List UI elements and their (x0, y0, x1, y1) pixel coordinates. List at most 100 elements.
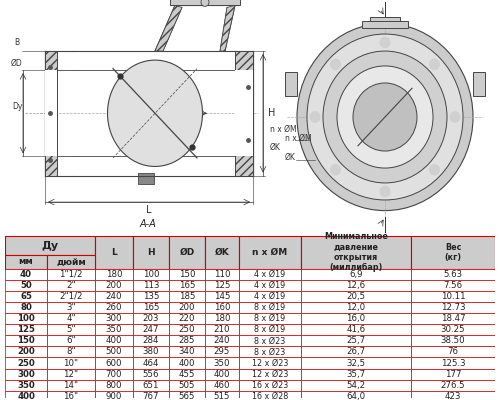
Text: 2"1/2: 2"1/2 (60, 292, 83, 301)
Bar (133, 380, 169, 391)
Text: 20,5: 20,5 (346, 292, 366, 301)
Text: 400: 400 (17, 392, 35, 400)
Text: 32,5: 32,5 (346, 358, 366, 368)
Bar (235, 51, 253, 176)
Text: 8 x Ø19: 8 x Ø19 (254, 314, 286, 323)
Bar (133, 280, 169, 291)
Text: 12.73: 12.73 (440, 303, 466, 312)
Bar (205, 391, 239, 400)
Bar (95, 269, 133, 280)
Text: 165: 165 (179, 281, 195, 290)
Text: 6": 6" (66, 336, 76, 345)
Text: 165: 165 (143, 303, 159, 312)
Bar (239, 346, 301, 358)
Text: 26,7: 26,7 (346, 348, 366, 356)
Text: 900: 900 (106, 392, 122, 400)
Text: 5.63: 5.63 (444, 270, 462, 279)
Bar (205, 291, 239, 302)
Text: 125: 125 (214, 281, 230, 290)
Bar (301, 335, 411, 346)
Text: 40: 40 (20, 270, 32, 279)
Bar (5, 335, 47, 346)
Circle shape (353, 83, 417, 151)
Bar (205, 302, 239, 313)
Circle shape (310, 112, 320, 122)
Bar (133, 269, 169, 280)
Bar (169, 380, 205, 391)
Bar (47, 368, 95, 380)
Bar (411, 324, 495, 335)
Bar (370, 17, 400, 24)
Bar (47, 380, 95, 391)
Bar (301, 391, 411, 400)
Bar (411, 346, 495, 358)
Text: 464: 464 (143, 358, 159, 368)
Text: 600: 600 (106, 358, 122, 368)
Bar (169, 280, 205, 291)
Bar (133, 313, 169, 324)
Text: 455: 455 (179, 370, 195, 379)
Bar (301, 358, 411, 368)
Text: 65: 65 (20, 292, 32, 301)
Bar (169, 391, 205, 400)
Bar (205, 324, 239, 335)
Bar (95, 368, 133, 380)
Text: 150: 150 (179, 270, 195, 279)
Bar (239, 358, 301, 368)
Text: 400: 400 (106, 336, 122, 345)
Text: 35,7: 35,7 (346, 370, 366, 379)
Bar (411, 380, 495, 391)
Bar (95, 291, 133, 302)
Circle shape (323, 51, 447, 183)
Bar (239, 324, 301, 335)
Bar (170, 0, 240, 5)
Bar (47, 302, 95, 313)
Text: 30.25: 30.25 (440, 325, 466, 334)
Bar (205, 280, 239, 291)
Bar (95, 302, 133, 313)
Bar (411, 236, 495, 269)
Text: 350: 350 (214, 358, 230, 368)
Bar (169, 313, 205, 324)
Bar (5, 324, 47, 335)
Text: 340: 340 (179, 348, 195, 356)
Text: 260: 260 (106, 303, 122, 312)
Circle shape (330, 59, 340, 70)
Text: 180: 180 (106, 270, 122, 279)
Circle shape (430, 59, 440, 70)
Text: 5": 5" (66, 325, 76, 334)
Text: 200: 200 (179, 303, 195, 312)
Text: Dy: Dy (12, 102, 22, 111)
Bar (239, 380, 301, 391)
Text: 16 x Ø28: 16 x Ø28 (252, 392, 288, 400)
Text: 460: 460 (214, 381, 230, 390)
Text: H: H (268, 108, 276, 118)
Text: 41,6: 41,6 (346, 325, 366, 334)
Bar (45, 70, 57, 156)
Bar (133, 302, 169, 313)
Text: 6,9: 6,9 (349, 270, 363, 279)
Text: 135: 135 (143, 292, 159, 301)
Bar (301, 313, 411, 324)
Bar (205, 358, 239, 368)
Text: 203: 203 (143, 314, 159, 323)
Text: 3": 3" (66, 303, 76, 312)
Bar (138, 173, 154, 184)
Bar (239, 368, 301, 380)
Bar (133, 324, 169, 335)
Bar (285, 72, 297, 96)
Text: 80: 80 (20, 303, 32, 312)
Text: 400: 400 (179, 358, 195, 368)
Text: 800: 800 (106, 381, 122, 390)
Bar (47, 346, 95, 358)
Bar (411, 335, 495, 346)
Text: 54,2: 54,2 (346, 381, 366, 390)
Bar (205, 335, 239, 346)
Bar (133, 236, 169, 269)
Bar (47, 269, 95, 280)
Text: мм: мм (18, 258, 34, 266)
Bar (411, 368, 495, 380)
Text: 4 x Ø19: 4 x Ø19 (254, 292, 286, 301)
Bar (95, 324, 133, 335)
Bar (473, 72, 485, 96)
